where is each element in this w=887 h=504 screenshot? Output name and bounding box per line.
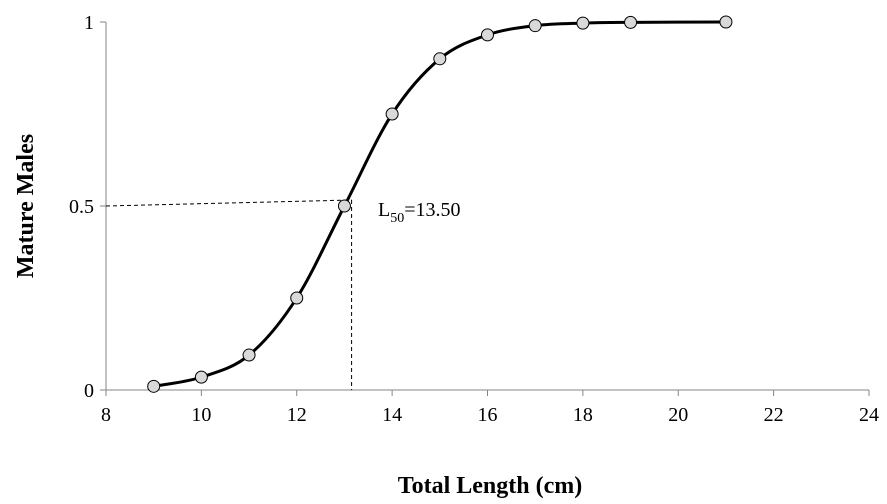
data-point (719, 15, 733, 29)
x-tick-label: 14 (382, 404, 402, 426)
y-tick-label: 0.5 (69, 196, 94, 218)
data-point (242, 348, 256, 362)
l50-annotation-subscript: 50 (390, 211, 404, 226)
data-points (147, 15, 733, 393)
x-tick-label: 10 (191, 404, 211, 426)
x-tick-label: 8 (101, 404, 111, 426)
data-point (624, 15, 638, 29)
data-point (194, 370, 208, 384)
data-point (385, 107, 399, 121)
l50-reference-lines (105, 199, 353, 390)
l50-annotation-value: =13.50 (404, 199, 460, 221)
axes (100, 21, 870, 396)
x-tick-label: 18 (573, 404, 593, 426)
l50-horizontal-line (105, 199, 352, 207)
y-tick-label: 0 (84, 380, 94, 402)
data-point (337, 199, 351, 213)
y-tick-label: 1 (84, 12, 94, 34)
x-tick-label: 20 (668, 404, 688, 426)
x-tick-label: 24 (859, 404, 879, 426)
l50-annotation: L50=13.50 (378, 199, 461, 226)
data-point (433, 52, 447, 66)
y-axis-title: Mature Males (13, 134, 39, 278)
x-axis-title: Total Length (cm) (398, 473, 582, 499)
x-tick-label: 12 (287, 404, 307, 426)
tick-labels: 8 10 12 14 16 18 20 22 24 0 0.5 1 (69, 12, 879, 426)
x-tick-label: 16 (478, 404, 498, 426)
data-point (576, 16, 590, 30)
l50-annotation-main: L (378, 199, 390, 221)
data-point (290, 291, 304, 305)
data-point (481, 28, 494, 42)
data-point (528, 19, 542, 33)
data-point (147, 379, 161, 393)
x-tick-label: 22 (764, 404, 784, 426)
